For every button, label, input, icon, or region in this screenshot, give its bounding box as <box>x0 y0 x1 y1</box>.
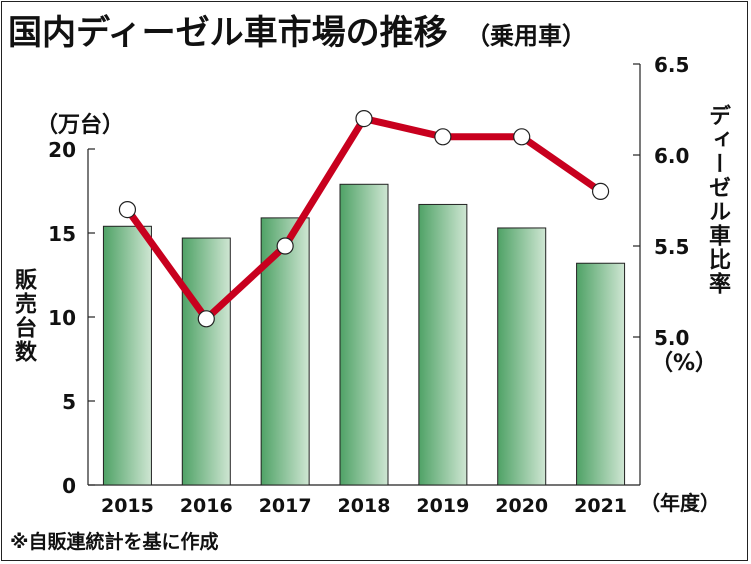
right-tick-label: 5.5 <box>654 235 689 259</box>
ratio-point-2019 <box>434 128 452 146</box>
ratio-point-2016 <box>197 310 215 328</box>
ratio-point-2021 <box>591 182 610 200</box>
left-tick-label: 10 <box>48 306 76 330</box>
right-tick-label: 6.0 <box>654 144 689 168</box>
bar-2016 <box>181 237 231 486</box>
left-tick-label: 0 <box>62 474 76 498</box>
left-tick-label: 20 <box>48 138 76 162</box>
ratio-point-2018 <box>355 109 373 128</box>
x-tick-label: 2017 <box>259 495 312 517</box>
chart-subtitle: （乗用車） <box>466 22 586 50</box>
right-axis-unit: （%） <box>651 351 717 376</box>
x-tick-label: 2015 <box>101 495 154 517</box>
right-axis-label: ディーゼル車比率 <box>705 104 730 296</box>
bar-2015 <box>102 225 152 486</box>
chart-title: 国内ディーゼル車市場の推移 <box>8 13 448 53</box>
left-axis-label: 販売台数 <box>11 268 36 364</box>
bar-2018 <box>339 183 389 486</box>
source-note: ※自販連統計を基に作成 <box>10 530 218 553</box>
left-tick-label: 15 <box>48 222 76 246</box>
x-axis-unit: （年度） <box>640 491 720 515</box>
x-tick-label: 2020 <box>495 495 548 517</box>
x-tick-label: 2016 <box>180 495 233 517</box>
ratio-point-2015 <box>118 201 137 219</box>
left-axis-unit: （万台） <box>36 112 124 138</box>
x-tick-label: 2021 <box>574 495 627 517</box>
bar-2021 <box>576 262 626 486</box>
right-tick-label: 6.5 <box>654 53 689 77</box>
left-tick-label: 5 <box>62 390 76 414</box>
ratio-point-2020 <box>513 128 531 146</box>
bar-2019 <box>418 203 468 486</box>
x-tick-label: 2018 <box>338 495 391 517</box>
right-tick-label: 5.0 <box>654 326 689 350</box>
ratio-point-2017 <box>276 237 294 255</box>
bar-2020 <box>497 227 547 486</box>
x-tick-label: 2019 <box>416 495 469 517</box>
